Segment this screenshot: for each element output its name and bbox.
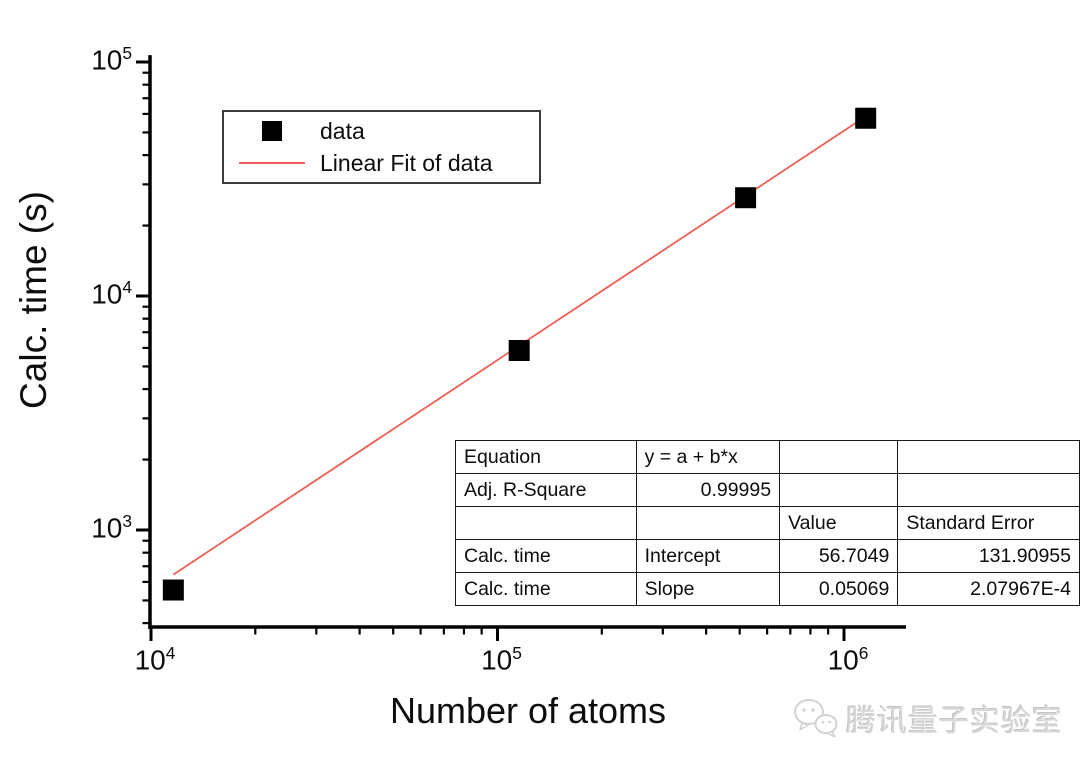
square-marker-icon [262,121,282,141]
table-cell: y = a + b*x [635,440,781,474]
table-row: Adj. R-Square 0.99995 [455,473,1080,507]
table-cell: Intercept [635,539,781,573]
y-tick-label: 105 [91,42,132,76]
fit-results-table: Equation y = a + b*x Adj. R-Square 0.99995 V… [455,440,1080,606]
table-cell: Slope [635,572,781,606]
x-tick-label: 106 [827,643,869,676]
legend-item-label: data [320,117,365,144]
table-row: Equation y = a + b*x [455,440,1080,474]
stats-table: Equation y = a + b*x Adj. R-Square 0.99995 V… [455,440,1080,606]
legend-item: data [224,117,539,145]
table-cell: Calc. time [455,572,637,606]
table-cell [897,473,1080,507]
wechat-icon [794,699,838,738]
table-cell: Adj. R-Square [455,473,637,507]
table-cell [779,473,899,507]
x-axis-title: Number of atoms [389,690,667,731]
table-cell: Value [779,506,899,540]
legend: data Linear Fit of data [222,110,541,184]
legend-square-marker [224,121,320,141]
legend-line-marker [224,162,320,164]
data-point-marker [735,187,757,209]
table-row: Calc. time Slope 0.05069 2.07967E-4 [455,572,1080,606]
table-cell [455,506,637,540]
table-cell [779,440,899,474]
data-point-marker [855,107,877,129]
table-cell [635,506,781,540]
legend-item-label: Linear Fit of data [320,149,493,176]
table-cell: Standard Error [897,506,1080,540]
table-cell: 0.05069 [779,572,899,606]
y-tick-label: 103 [91,510,132,544]
table-cell: 0.99995 [635,473,781,507]
watermark: 腾讯量子实验室 [792,696,1063,740]
table-cell: Calc. time [455,539,637,573]
table-cell: 56.7049 [779,539,899,573]
table-cell: 2.07967E-4 [897,572,1080,606]
line-marker-icon [239,162,305,164]
watermark-text: 腾讯量子实验室 [846,705,1063,738]
table-row: Calc. time Intercept 56.7049 131.90955 [455,539,1080,573]
table-row: Value Standard Error [455,506,1080,540]
x-tick-label: 104 [134,643,176,676]
data-point-marker [162,579,184,601]
table-cell [897,440,1080,474]
y-tick-label: 104 [91,276,132,310]
data-point-marker [508,339,530,361]
y-axis-title: Calc. time (s) [13,191,54,409]
legend-item: Linear Fit of data [224,149,539,177]
table-cell: Equation [455,440,637,474]
x-tick-label: 105 [481,643,522,676]
table-cell: 131.90955 [897,539,1080,573]
